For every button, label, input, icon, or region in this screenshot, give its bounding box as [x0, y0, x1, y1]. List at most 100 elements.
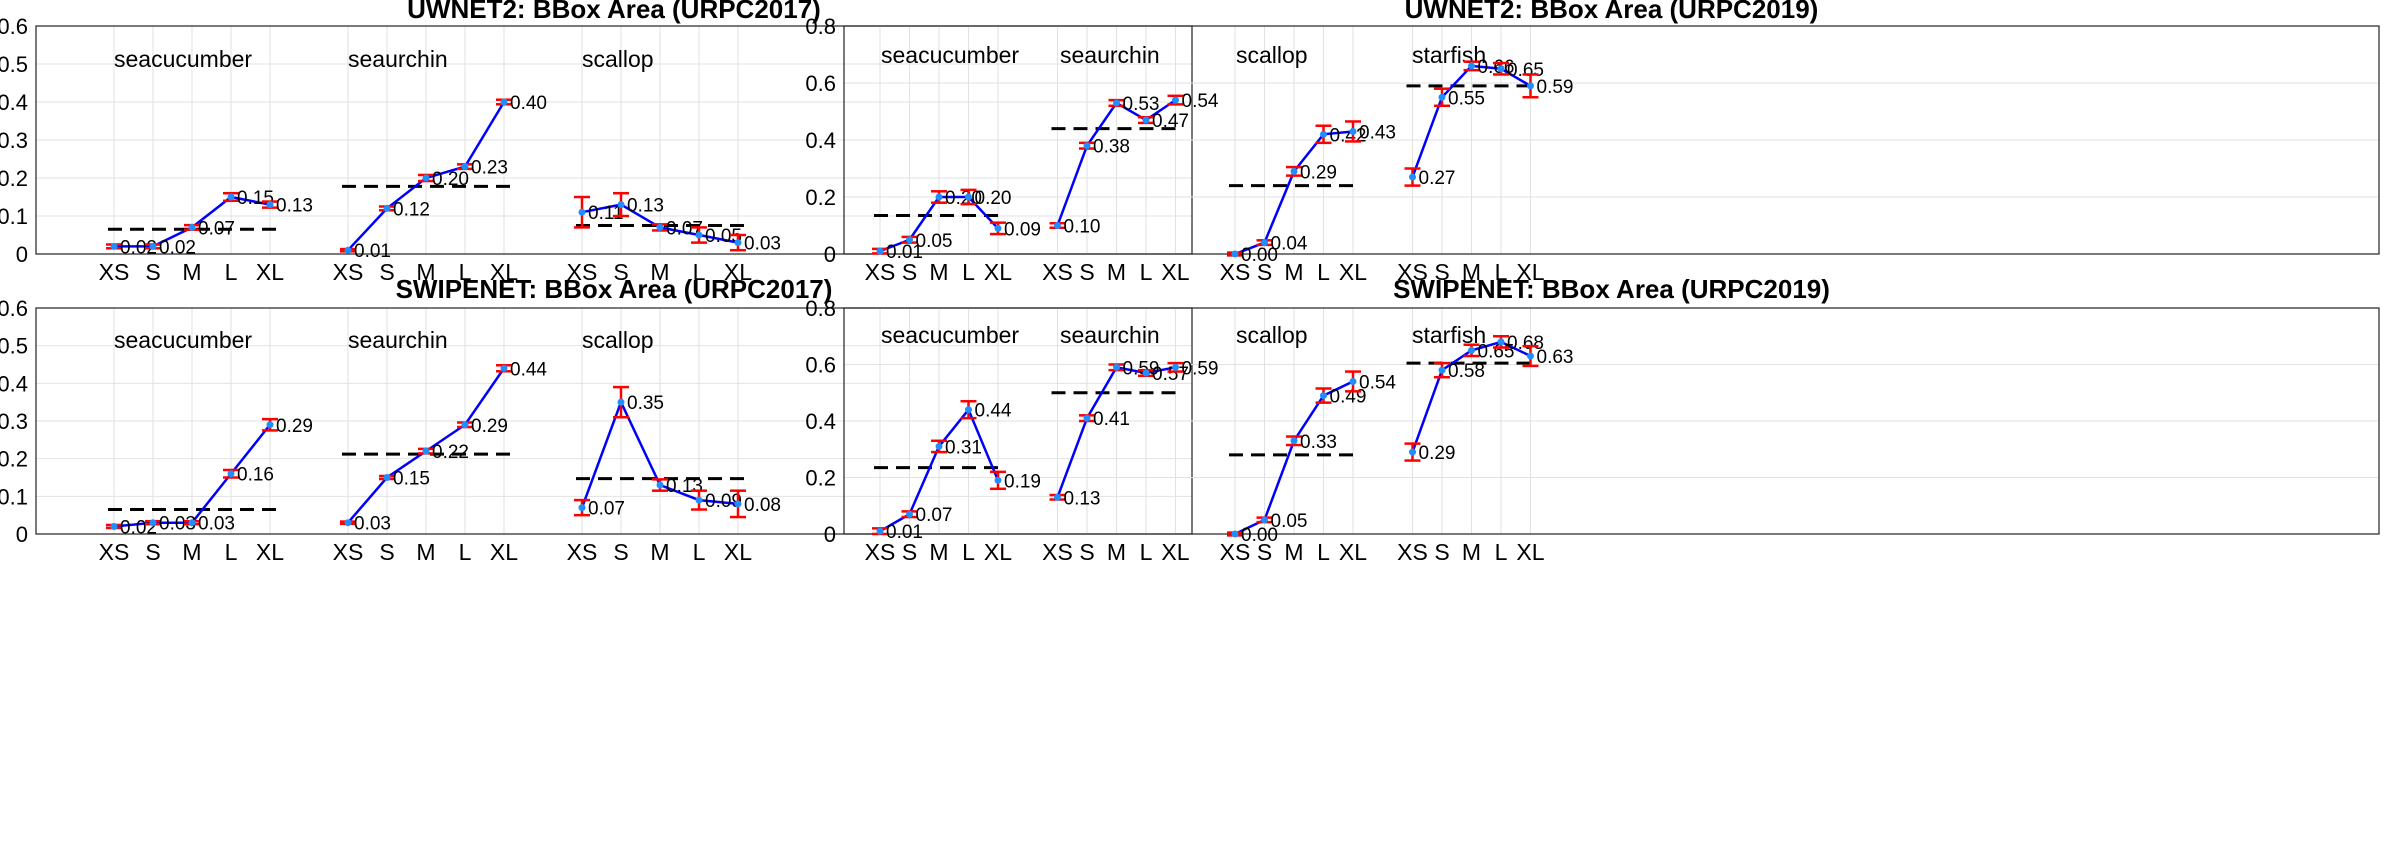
- data-point: [1054, 222, 1061, 229]
- x-tick-label: S: [613, 259, 628, 285]
- x-tick-label: XS: [865, 259, 896, 285]
- x-tick-label: S: [379, 539, 394, 565]
- data-point: [1231, 530, 1239, 538]
- data-point: [422, 447, 430, 455]
- data-point: [1054, 493, 1061, 501]
- data-point: [1172, 96, 1179, 104]
- data-point: [965, 193, 972, 201]
- data-point: [422, 174, 430, 182]
- y-tick-label: 0.3: [0, 409, 28, 434]
- x-tick-label: S: [145, 539, 160, 565]
- data-point: [1261, 239, 1268, 247]
- data-label: 0.02: [120, 237, 157, 258]
- chart-panel: UWNET2: BBox Area (URPC2019) 0 0.2 0.4 0.6 0.…: [805, 0, 2380, 285]
- x-tick-label: S: [1434, 259, 1449, 285]
- data-point: [906, 236, 913, 244]
- data-label: 0.05: [1271, 511, 1308, 532]
- data-point: [1142, 369, 1150, 377]
- data-point: [227, 470, 235, 478]
- x-tick-label: M: [650, 259, 669, 285]
- data-point: [906, 510, 913, 518]
- data-point: [1438, 366, 1446, 374]
- data-label: 0.15: [237, 188, 274, 209]
- x-tick-label: XS: [1042, 539, 1073, 565]
- x-tick-label: S: [1079, 259, 1094, 285]
- data-point: [188, 223, 196, 231]
- data-point: [1320, 130, 1327, 138]
- data-label: 0.00: [1241, 525, 1278, 546]
- y-tick-label: 0: [824, 522, 836, 547]
- x-tick-label: XS: [1220, 259, 1251, 285]
- x-tick-label: L: [1495, 539, 1508, 565]
- x-tick-label: L: [225, 259, 238, 285]
- x-tick-label: XS: [1397, 539, 1428, 565]
- y-tick-label: 0.2: [0, 447, 28, 472]
- x-tick-label: M: [416, 259, 435, 285]
- x-tick-label: XS: [333, 259, 364, 285]
- y-tick-label: 0.8: [805, 14, 836, 39]
- chart-panel: UWNET2: BBox Area (URPC2017) 0 0.1 0.2 0.3 0.…: [0, 0, 1193, 285]
- x-tick-label: S: [145, 259, 160, 285]
- x-tick-label: XL: [1161, 539, 1189, 565]
- data-point: [1113, 99, 1120, 107]
- data-label: 0.07: [666, 218, 703, 239]
- x-tick-label: XL: [1161, 259, 1189, 285]
- data-point: [1083, 142, 1091, 150]
- group-name-label: seaurchin: [348, 46, 448, 72]
- y-tick-label: 0: [16, 522, 28, 547]
- data-label: 0.03: [159, 514, 196, 535]
- data-label: 0.03: [354, 514, 391, 535]
- x-tick-label: XL: [724, 539, 752, 565]
- x-tick-label: S: [1257, 539, 1272, 565]
- y-tick-label: 0.1: [0, 484, 28, 509]
- group-name-label: scallop: [1236, 322, 1308, 348]
- data-label: 0.63: [1537, 347, 1574, 368]
- data-label: 0.13: [666, 476, 703, 497]
- x-tick-label: S: [1434, 539, 1449, 565]
- data-label: 0.04: [1271, 234, 1308, 255]
- y-tick-label: 0.4: [805, 409, 836, 434]
- data-point: [266, 421, 274, 429]
- data-label: 0.20: [432, 169, 469, 190]
- data-point: [188, 519, 196, 527]
- x-tick-label: XL: [984, 539, 1012, 565]
- x-tick-label: XL: [490, 539, 518, 565]
- x-tick-label: XS: [567, 539, 598, 565]
- data-point: [994, 476, 1002, 484]
- chart-panel: SWIPENET: BBox Area (URPC2017) 0 0.1 0.2 0.3…: [0, 274, 1193, 565]
- chart-panel: SWIPENET: BBox Area (URPC2019) 0 0.2 0.4 0.6…: [805, 274, 2380, 565]
- data-label: 0.03: [198, 514, 235, 535]
- data-point: [149, 242, 157, 250]
- chart-title: SWIPENET: BBox Area (URPC2019): [1393, 274, 1830, 304]
- group-name-label: scallop: [582, 46, 654, 72]
- x-tick-label: M: [1462, 539, 1481, 565]
- x-tick-label: M: [182, 539, 201, 565]
- x-tick-label: L: [459, 539, 472, 565]
- data-point: [1468, 62, 1475, 70]
- y-tick-label: 0.6: [0, 296, 28, 321]
- y-tick-label: 0: [824, 242, 836, 267]
- x-tick-label: M: [1107, 259, 1126, 285]
- y-tick-label: 0.8: [805, 296, 836, 321]
- group-name-label: seacucumber: [114, 46, 252, 72]
- data-label: 0.58: [1448, 361, 1485, 382]
- data-point: [1527, 352, 1534, 360]
- data-label: 0.03: [744, 234, 781, 255]
- data-label: 0.05: [705, 226, 742, 247]
- data-label: 0.13: [1064, 488, 1101, 509]
- x-tick-label: XS: [1397, 259, 1428, 285]
- data-label: 0.29: [471, 416, 508, 437]
- data-point: [994, 224, 1002, 232]
- x-tick-label: L: [1317, 539, 1330, 565]
- x-tick-label: XL: [1339, 539, 1367, 565]
- x-tick-label: L: [962, 259, 975, 285]
- data-point: [1497, 338, 1505, 346]
- data-label: 0.59: [1182, 358, 1219, 379]
- data-label: 0.53: [1123, 94, 1160, 115]
- y-tick-label: 0.5: [0, 52, 28, 77]
- data-label: 0.08: [744, 495, 781, 516]
- data-point: [1231, 250, 1239, 258]
- x-tick-label: XS: [567, 259, 598, 285]
- data-label: 0.19: [1004, 471, 1041, 492]
